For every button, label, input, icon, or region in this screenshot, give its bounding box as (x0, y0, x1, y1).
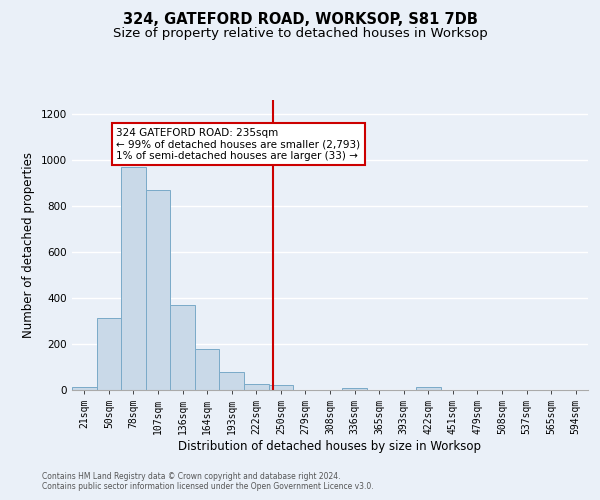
Bar (170, 305, 195, 390)
Bar (121, 166, 146, 390)
Bar (244, 384, 269, 390)
Text: 324, GATEFORD ROAD, WORKSOP, S81 7DB: 324, GATEFORD ROAD, WORKSOP, S81 7DB (122, 12, 478, 28)
Text: 324 GATEFORD ROAD: 235sqm
← 99% of detached houses are smaller (2,793)
1% of sem: 324 GATEFORD ROAD: 235sqm ← 99% of detac… (116, 128, 361, 161)
Bar (97, 318, 121, 390)
Text: Contains public sector information licensed under the Open Government Licence v3: Contains public sector information licen… (42, 482, 374, 491)
Bar (72, 386, 97, 390)
Text: Size of property relative to detached houses in Worksop: Size of property relative to detached ho… (113, 28, 487, 40)
Bar (269, 386, 293, 390)
Bar (416, 387, 440, 390)
Text: Contains HM Land Registry data © Crown copyright and database right 2024.: Contains HM Land Registry data © Crown c… (42, 472, 341, 481)
Bar (342, 388, 367, 390)
Bar (146, 190, 170, 390)
Bar (195, 348, 220, 390)
X-axis label: Distribution of detached houses by size in Worksop: Distribution of detached houses by size … (179, 440, 482, 453)
Bar (220, 372, 244, 390)
Y-axis label: Number of detached properties: Number of detached properties (22, 152, 35, 338)
